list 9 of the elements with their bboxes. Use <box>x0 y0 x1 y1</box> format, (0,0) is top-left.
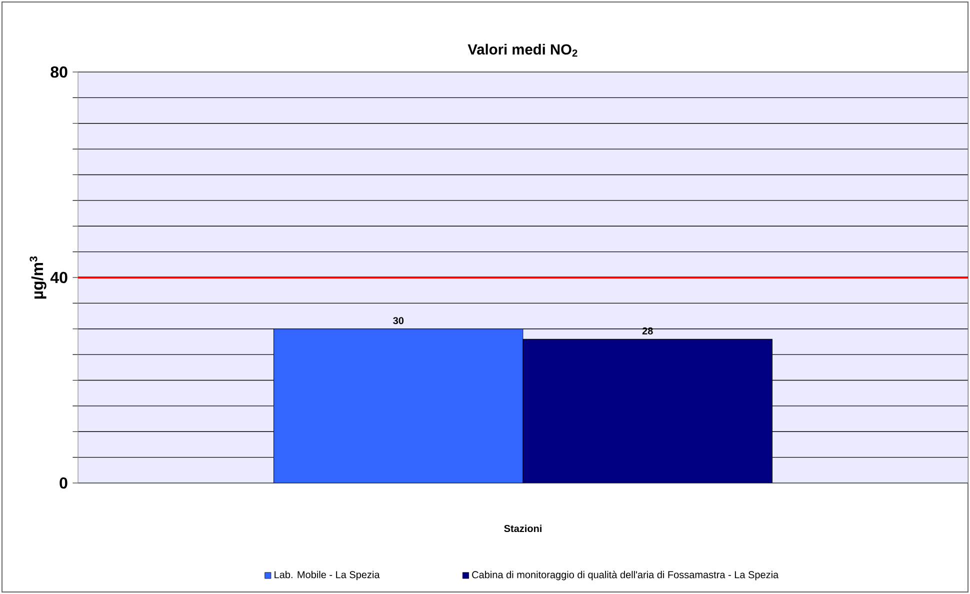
y-tick-label: 40 <box>50 272 68 284</box>
legend-label: Cabina di monitoraggio di qualità dell'aria di Fossamastra - La Spezia <box>472 570 779 580</box>
chart-title: Valori medi NO$_{2}$ <box>468 44 578 57</box>
y-tick-label: 0 <box>60 477 68 489</box>
x-axis-title: Stazioni <box>504 524 542 532</box>
y-tick-label: 80 <box>50 66 68 78</box>
data-label: 30 <box>393 317 404 324</box>
legend-label: Lab. Mobile - La Spezia <box>274 570 380 580</box>
y-axis-title: µg/m$^{3}$ <box>30 256 46 299</box>
